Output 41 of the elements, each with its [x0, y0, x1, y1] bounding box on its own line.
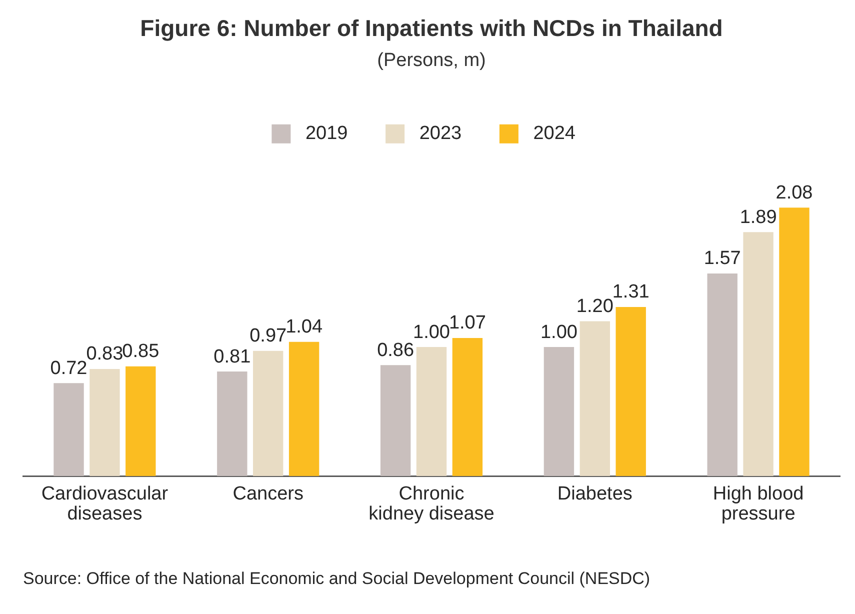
data-label: 1.00 — [540, 322, 578, 343]
x-tick-label: High blood pressure — [712, 483, 804, 524]
bar — [217, 372, 248, 476]
chart-subtitle: (Persons, m) — [377, 50, 486, 72]
data-label: 1.00 — [413, 322, 450, 343]
bar — [54, 383, 84, 476]
legend-label: 2023 — [414, 123, 478, 144]
data-label: 1.89 — [740, 206, 777, 228]
bar — [616, 307, 646, 476]
data-label: 1.57 — [704, 248, 741, 270]
data-label: 1.07 — [448, 312, 486, 334]
bar — [416, 347, 447, 476]
bar — [253, 350, 284, 476]
data-label: 2.08 — [776, 182, 813, 204]
data-label: 0.72 — [50, 358, 88, 379]
legend-label: 2019 — [300, 123, 364, 144]
legend-label: 2024 — [528, 123, 592, 144]
x-tick-label: Chronic kidney disease — [368, 483, 494, 524]
data-label: 0.97 — [250, 326, 287, 347]
bar — [452, 338, 483, 476]
data-label: 0.86 — [377, 340, 414, 361]
data-label: 0.81 — [214, 346, 251, 368]
x-tick-label: Diabetes — [557, 483, 632, 504]
data-label: 1.31 — [612, 282, 650, 303]
data-label: 0.83 — [86, 344, 124, 365]
source-note: Source: Office of the National Economic and Social Development Council (NESDC) — [23, 569, 650, 588]
bar — [544, 347, 574, 476]
bar — [707, 273, 738, 476]
bar — [779, 208, 810, 476]
bar — [380, 365, 411, 476]
data-label: 1.20 — [576, 296, 614, 317]
data-label: 0.85 — [122, 341, 160, 362]
bar — [288, 342, 320, 476]
x-tick-label: Cancers — [232, 483, 304, 504]
x-tick-label: Cardiovascular diseases — [41, 483, 169, 524]
bar — [90, 368, 120, 476]
chart-title: Figure 6: Number of Inpatients with NCDs in Thailand — [140, 15, 723, 42]
bar — [126, 366, 156, 476]
bar — [580, 321, 610, 476]
bar — [743, 232, 774, 476]
data-label: 1.04 — [286, 316, 323, 338]
